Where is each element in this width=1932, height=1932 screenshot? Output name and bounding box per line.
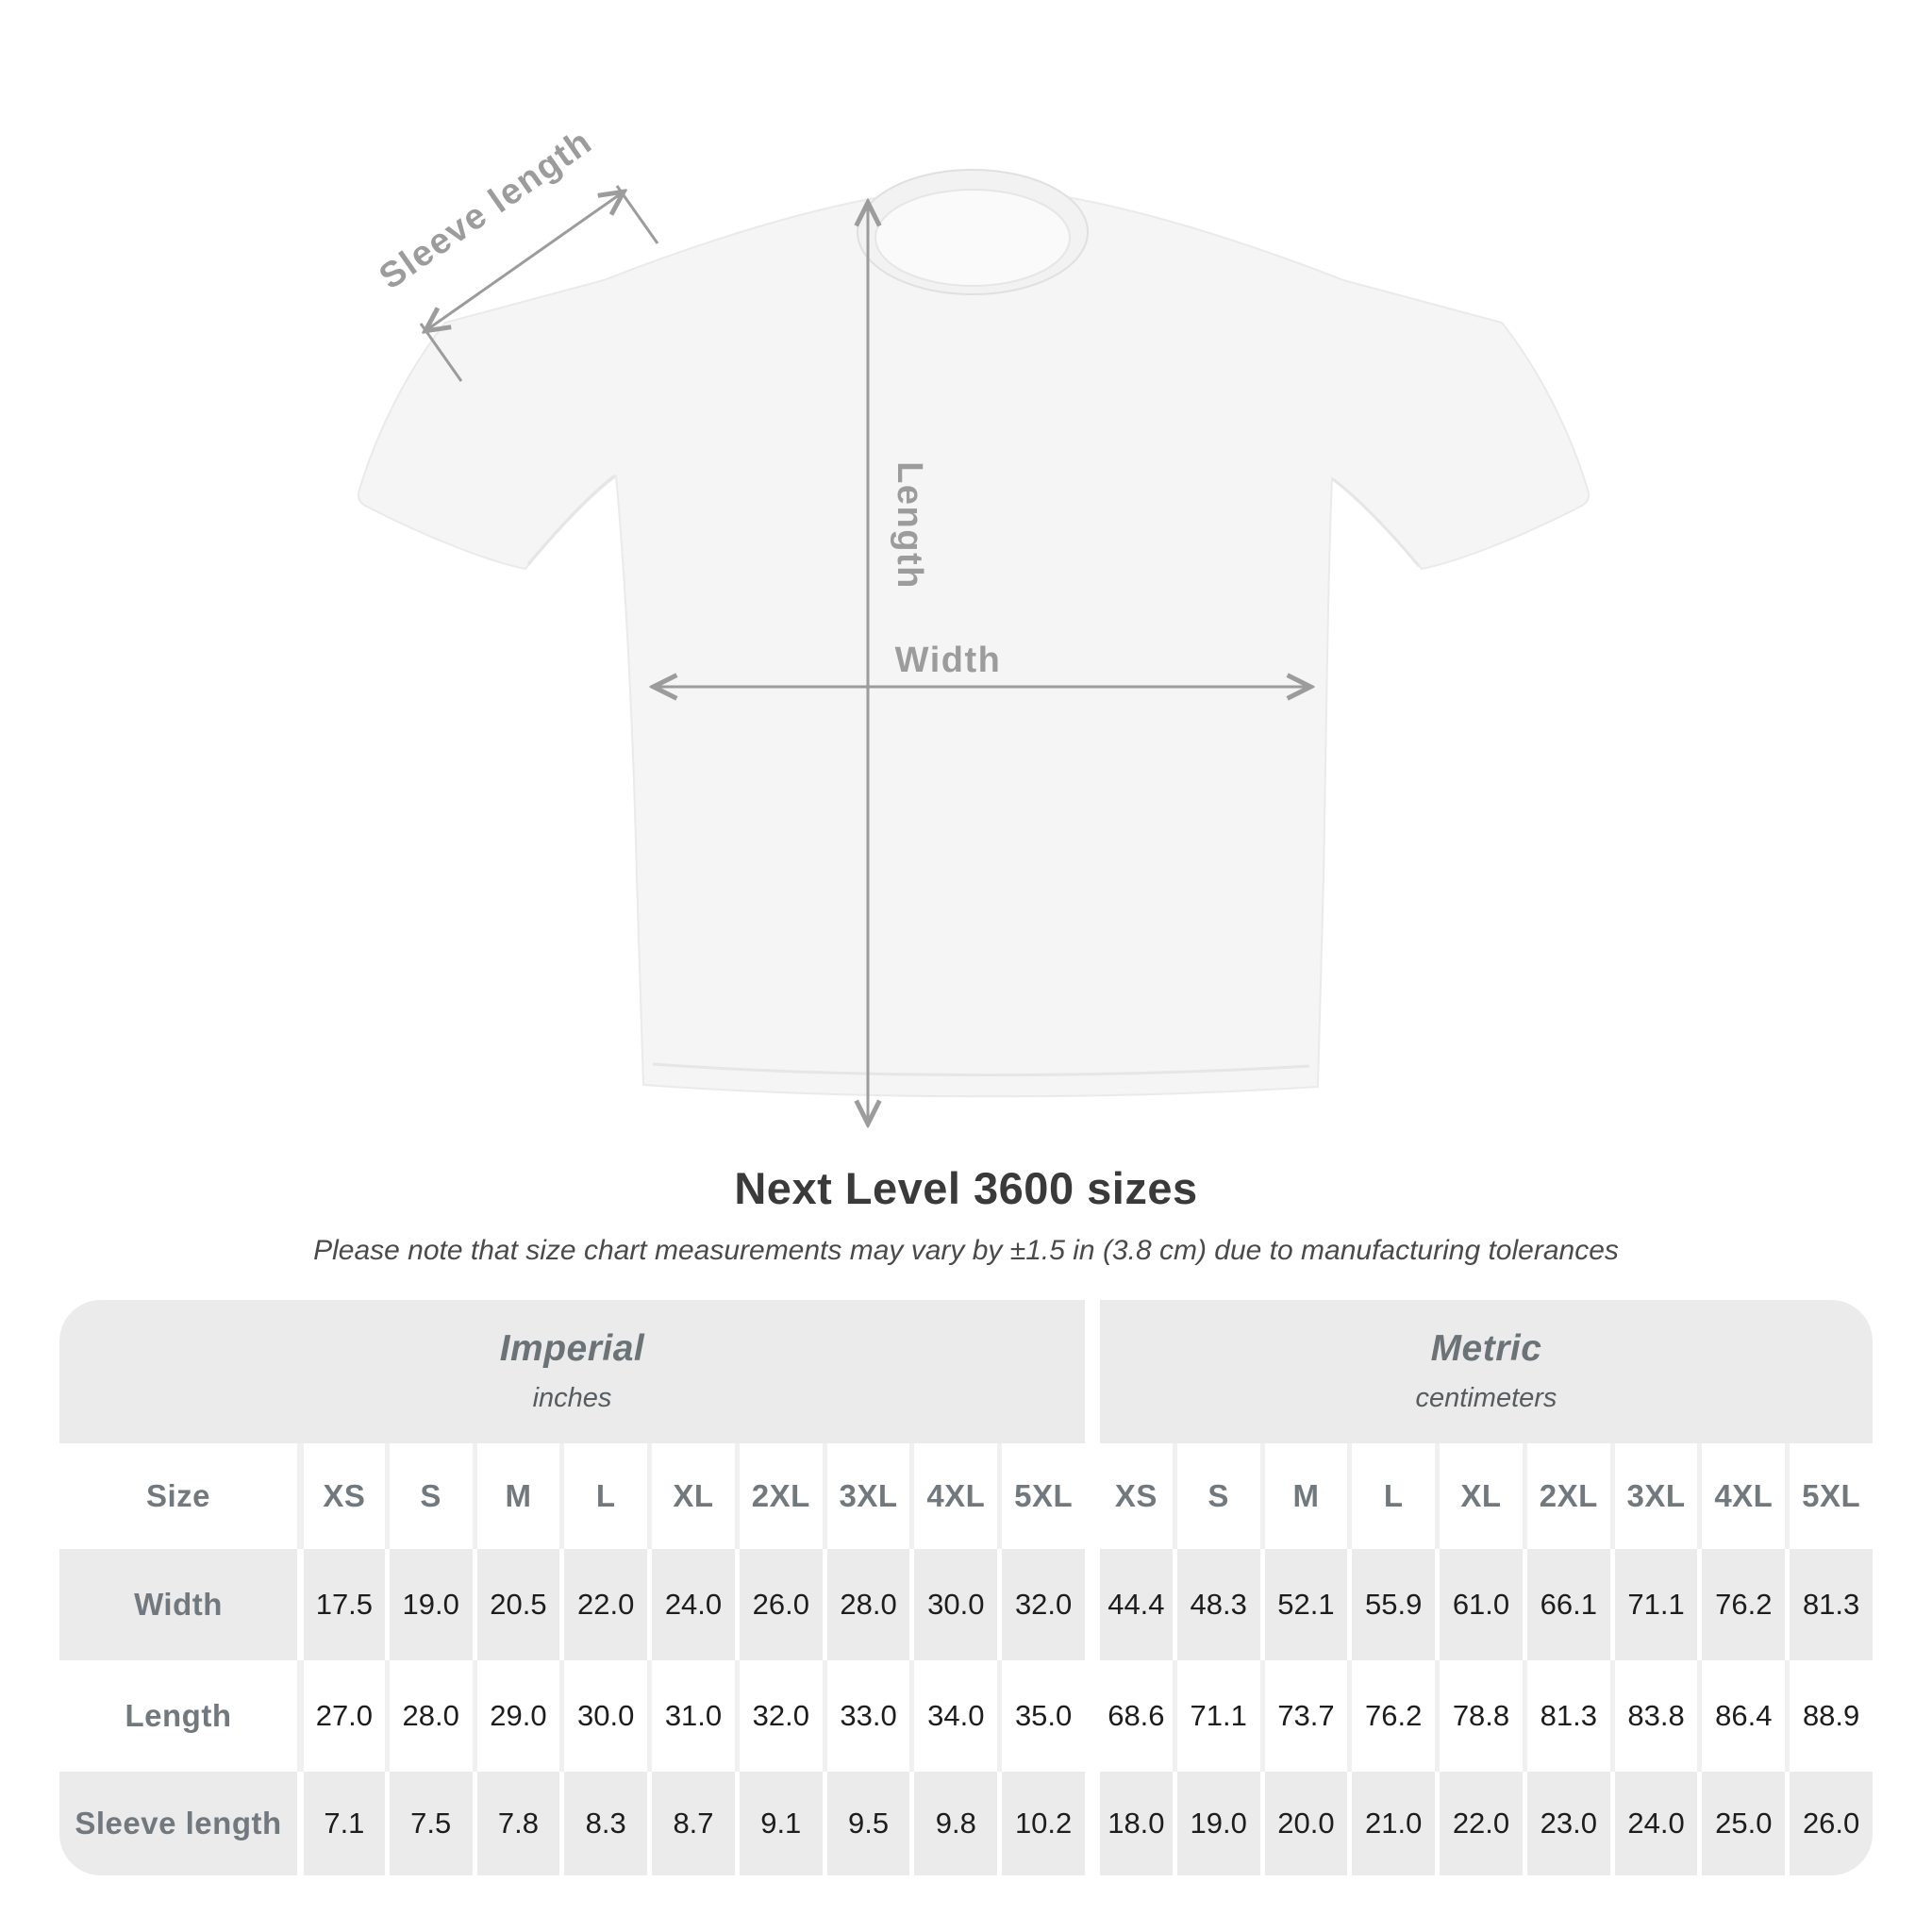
measurement-cell: 83.8 <box>1609 1660 1698 1772</box>
measurement-cell: 9.5 <box>822 1772 910 1875</box>
measurement-cell: 22.0 <box>559 1549 648 1660</box>
measurement-cell: 52.1 <box>1259 1549 1348 1660</box>
measurement-cell: 9.8 <box>909 1772 998 1875</box>
row-label: Sleeve length <box>59 1772 297 1875</box>
measurement-cell: 76.2 <box>1347 1660 1436 1772</box>
measurement-cell: 19.0 <box>1172 1772 1260 1875</box>
size-column-header: 4XL <box>909 1443 998 1549</box>
metric-section-header: Metric centimeters <box>1085 1300 1873 1443</box>
width-label: Width <box>895 641 1002 680</box>
size-column-header: L <box>559 1443 648 1549</box>
size-column-header: S <box>384 1443 473 1549</box>
measurement-cell: 20.5 <box>472 1549 560 1660</box>
measurement-cell: 34.0 <box>909 1660 998 1772</box>
measurement-cell: 28.0 <box>384 1660 473 1772</box>
measurement-cell: 26.0 <box>734 1549 823 1660</box>
measurement-cell: 7.1 <box>297 1772 385 1875</box>
size-column-header: M <box>472 1443 560 1549</box>
measurement-cell: 66.1 <box>1522 1549 1610 1660</box>
size-column-header: XL <box>1435 1443 1523 1549</box>
heading-block: Next Level 3600 sizes Please note that s… <box>0 1162 1932 1267</box>
size-row-header: Size <box>59 1443 297 1549</box>
imperial-title: Imperial <box>499 1328 645 1369</box>
measurement-cell: 19.0 <box>384 1549 473 1660</box>
measurement-cell: 71.1 <box>1172 1660 1260 1772</box>
measurement-cell: 24.0 <box>1609 1772 1698 1875</box>
row-label: Length <box>59 1660 297 1772</box>
tshirt-diagram: Width Length Sleeve length <box>357 122 1591 1179</box>
measurement-cell: 7.5 <box>384 1772 473 1875</box>
measurement-cell: 17.5 <box>297 1549 385 1660</box>
measurement-cell: 76.2 <box>1697 1549 1786 1660</box>
measurement-cell: 28.0 <box>822 1549 910 1660</box>
measurement-cell: 24.0 <box>647 1549 735 1660</box>
measurement-cell: 8.7 <box>647 1772 735 1875</box>
measurement-cell: 23.0 <box>1522 1772 1610 1875</box>
length-label: Length <box>890 461 929 590</box>
measurement-cell: 81.3 <box>1785 1549 1873 1660</box>
measurement-cell: 61.0 <box>1435 1549 1523 1660</box>
measurement-cell: 26.0 <box>1785 1772 1873 1875</box>
measurement-cell: 8.3 <box>559 1772 648 1875</box>
measurement-cell: 30.0 <box>559 1660 648 1772</box>
size-column-header: XL <box>647 1443 735 1549</box>
measurement-cell: 18.0 <box>1085 1772 1173 1875</box>
measurement-cell: 31.0 <box>647 1660 735 1772</box>
measurement-cell: 86.4 <box>1697 1660 1786 1772</box>
size-column-header: 3XL <box>1609 1443 1698 1549</box>
measurement-cell: 73.7 <box>1259 1660 1348 1772</box>
measurement-cell: 9.1 <box>734 1772 823 1875</box>
measurement-cell: 48.3 <box>1172 1549 1260 1660</box>
measurement-cell: 88.9 <box>1785 1660 1873 1772</box>
size-column-header: L <box>1347 1443 1436 1549</box>
size-column-header: 3XL <box>822 1443 910 1549</box>
size-column-header: XS <box>297 1443 385 1549</box>
measurement-cell: 55.9 <box>1347 1549 1436 1660</box>
measurement-cell: 21.0 <box>1347 1772 1436 1875</box>
measurement-cell: 20.0 <box>1259 1772 1348 1875</box>
size-column-header: 5XL <box>1785 1443 1873 1549</box>
measurement-cell: 44.4 <box>1085 1549 1173 1660</box>
sleeve-length-arrow <box>419 185 659 382</box>
size-column-header: 2XL <box>1522 1443 1610 1549</box>
measurement-cell: 30.0 <box>909 1549 998 1660</box>
measurement-cell: 10.2 <box>997 1772 1085 1875</box>
measurement-cell: 32.0 <box>997 1549 1085 1660</box>
tolerance-note: Please note that size chart measurements… <box>313 1235 1619 1266</box>
size-column-header: XS <box>1085 1443 1173 1549</box>
measurement-cell: 68.6 <box>1085 1660 1173 1772</box>
measurement-cell: 35.0 <box>997 1660 1085 1772</box>
measurement-cell: 27.0 <box>297 1660 385 1772</box>
measurement-cell: 81.3 <box>1522 1660 1610 1772</box>
measurement-cell: 71.1 <box>1609 1549 1698 1660</box>
size-column-header: 2XL <box>734 1443 823 1549</box>
size-column-header: S <box>1172 1443 1260 1549</box>
measurement-cell: 32.0 <box>734 1660 823 1772</box>
measurement-cell: 29.0 <box>472 1660 560 1772</box>
collar-inner <box>874 189 1071 287</box>
row-label: Width <box>59 1549 297 1660</box>
imperial-unit: inches <box>532 1383 612 1413</box>
size-column-header: 5XL <box>997 1443 1085 1549</box>
metric-title: Metric <box>1430 1328 1542 1369</box>
measurement-cell: 25.0 <box>1697 1772 1786 1875</box>
sleeve-length-label: Sleeve length <box>373 122 600 297</box>
imperial-section-header: Imperial inches <box>59 1300 1085 1443</box>
measurement-cell: 33.0 <box>822 1660 910 1772</box>
size-column-header: M <box>1259 1443 1348 1549</box>
tshirt-silhouette <box>357 169 1591 1098</box>
measurement-cell: 78.8 <box>1435 1660 1523 1772</box>
page-title: Next Level 3600 sizes <box>734 1163 1198 1213</box>
size-chart-table: Imperial inches Metric centimeters Size X… <box>59 1300 1873 1875</box>
metric-unit: centimeters <box>1415 1383 1557 1413</box>
measurement-cell: 22.0 <box>1435 1772 1523 1875</box>
size-column-header: 4XL <box>1697 1443 1786 1549</box>
measurement-cell: 7.8 <box>472 1772 560 1875</box>
